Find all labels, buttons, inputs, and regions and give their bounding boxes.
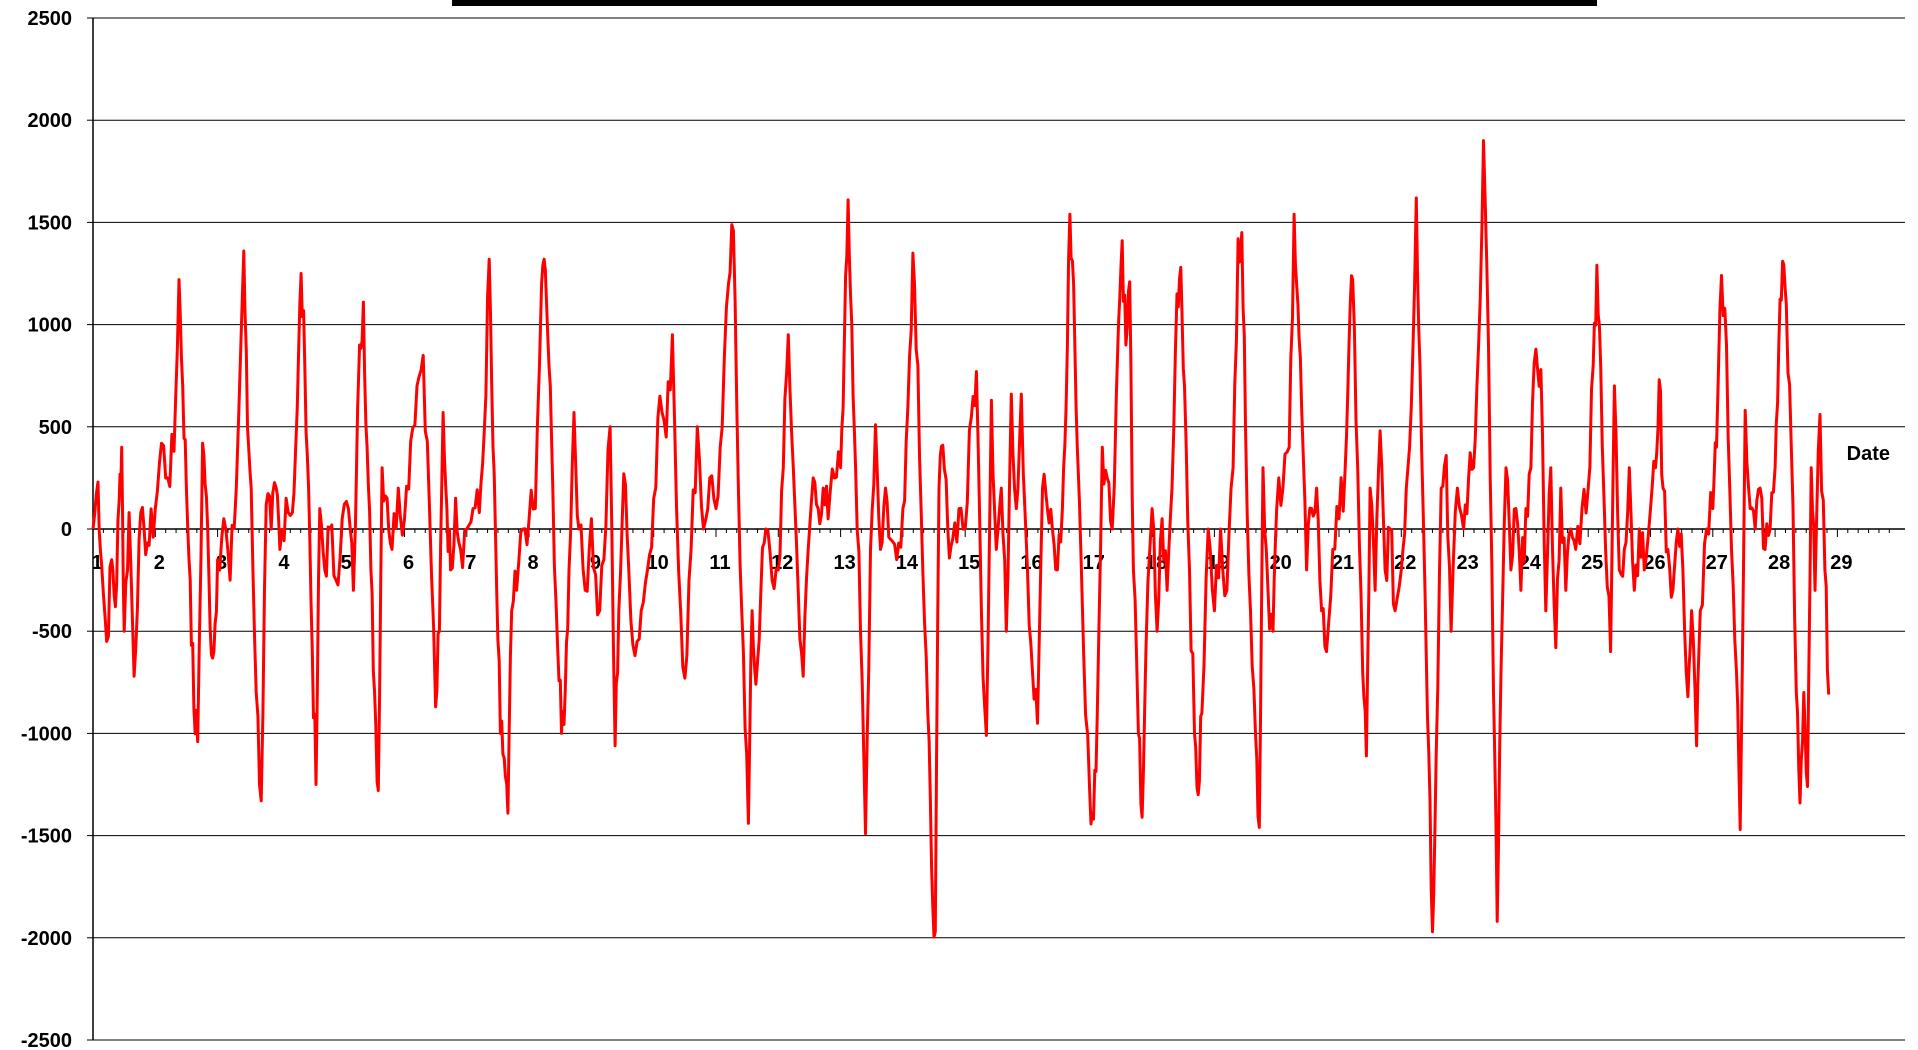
y-tick-label: 1500 [28,212,73,234]
x-category-label: 21 [1332,552,1354,574]
x-category-label: 13 [833,552,855,574]
x-category-label: 25 [1581,552,1603,574]
x-category-label: 7 [465,552,476,574]
y-tick-label: 500 [39,417,72,439]
x-category-label: 22 [1394,552,1416,574]
x-category-label: 26 [1643,552,1665,574]
y-tick-label: -1000 [21,723,72,745]
x-category-label: 5 [341,552,352,574]
y-tick-label: 2500 [28,8,73,30]
series-line [91,139,1831,939]
y-tick-label: 2000 [28,110,73,132]
x-category-label: 8 [528,552,539,574]
x-category-labels: 1 2 3 4 5 6 7 8 9 10 11 12 13 14 15 16 17 18 19 20 21 22 23 24 2… [91,552,1852,574]
x-category-label: 10 [647,552,669,574]
x-axis-title: Date [1847,443,1890,465]
x-category-label: 11 [709,552,730,574]
x-category-label: 2 [154,552,165,574]
series-group [91,139,1831,939]
x-category-label: 20 [1270,552,1292,574]
x-category-label: 29 [1830,552,1852,574]
x-category-label: 15 [958,552,980,574]
x-category-label: 6 [403,552,414,574]
gridlines [93,17,1905,1041]
x-category-label: 4 [278,552,290,574]
x-category-label: 28 [1768,552,1790,574]
y-tick-label: -2500 [21,1030,72,1050]
y-tick-label: -1500 [21,826,72,848]
x-category-label: 27 [1706,552,1728,574]
x-category-label: 14 [896,552,919,574]
y-tick-label: -2000 [21,928,72,950]
x-category-label: 1 [91,552,102,574]
x-category-label: 23 [1456,552,1478,574]
y-tick-label: -500 [32,621,72,643]
y-tick-label: 1000 [28,315,73,337]
y-tick-label: 0 [61,519,72,541]
y-tick-labels: -2500 -2000 -1500 -1000 -500 0 500 1000 1500 2000… [21,8,93,1050]
x-category-label: 9 [590,552,601,574]
title-bar [452,0,1597,6]
